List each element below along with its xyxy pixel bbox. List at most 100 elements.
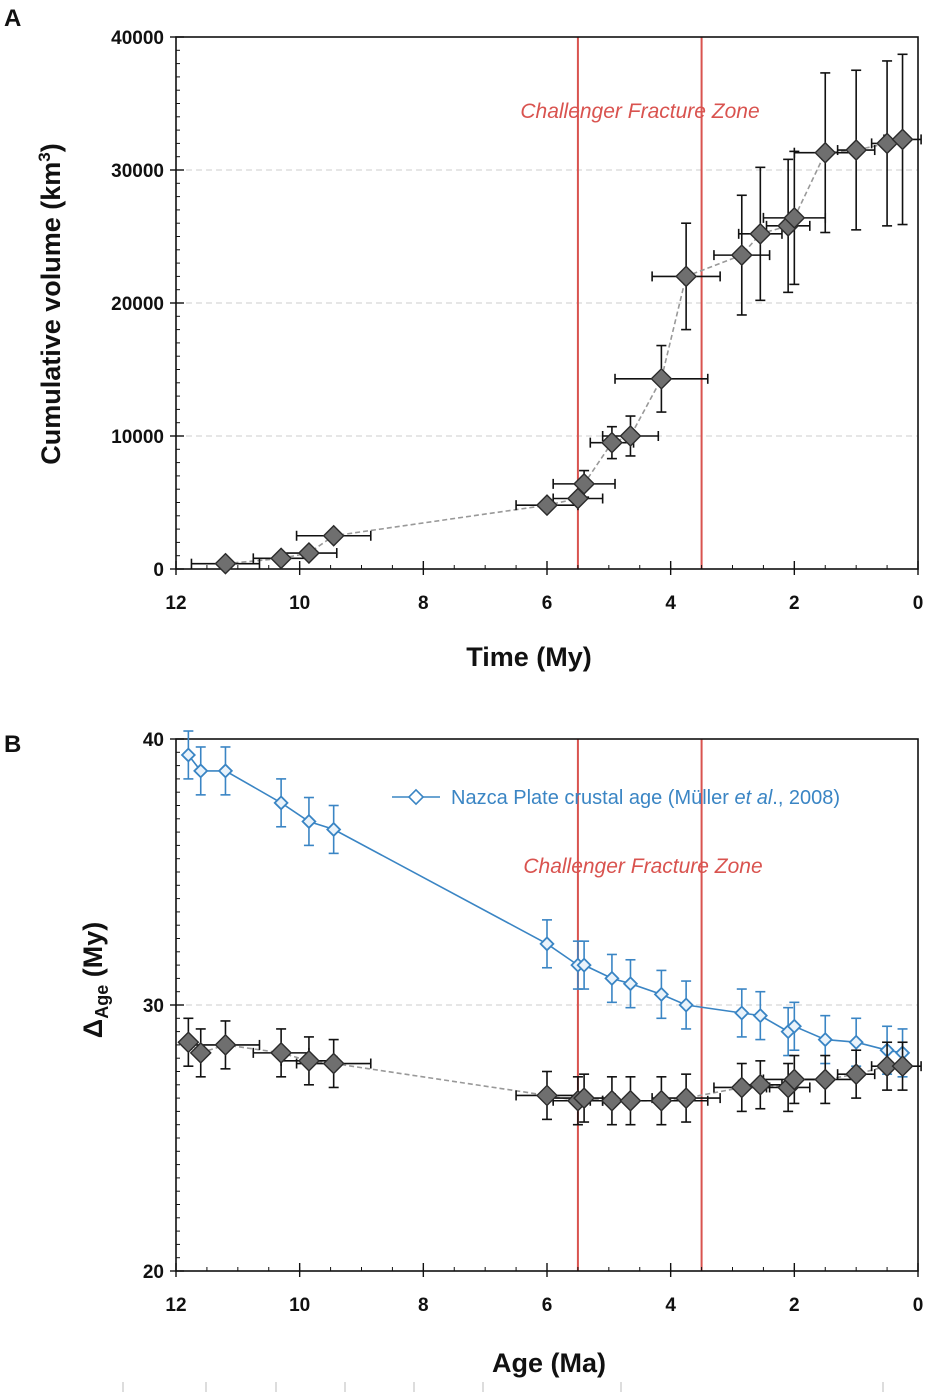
panel-b-data-point: [573, 1087, 596, 1110]
panel-b-y-axis-title: ΔAge (My): [78, 922, 112, 1038]
panel-a-data-point: [297, 542, 320, 565]
panel-b-data-point: [622, 976, 639, 992]
panel-b-y-tick-label: 30: [143, 996, 164, 1017]
panel-b-data-point: [675, 1087, 698, 1110]
panel-b-data-point: [273, 795, 289, 811]
panel-a-data-point: [600, 431, 623, 454]
panel-b-legend: Nazca Plate crustal age (Müller et al., …: [392, 787, 840, 809]
panel-a: 0 10000 20000 30000 40000 12 10 8 6 4 2 0 A Challeng…: [4, 5, 923, 672]
panel-a-y-axis-title: Cumulative volume (km3): [35, 143, 66, 465]
panel-a-data-point: [814, 141, 837, 164]
panel-a-data-point: [675, 265, 698, 288]
panel-a-series-line: [225, 138, 903, 565]
panel-a-data-point: [730, 244, 753, 267]
panel-a-data-point: [876, 132, 899, 155]
panel-b-data-point: [600, 1089, 623, 1112]
panel-b-x-axis-title: Age (Ma): [492, 1348, 606, 1378]
legend-label-before: Nazca Plate crustal age (Müller: [451, 787, 734, 809]
panel-b-data-point: [297, 1049, 320, 1072]
panel-b-data-point: [752, 1008, 768, 1024]
panel-a-letter: A: [4, 5, 21, 32]
panel-a-data-point: [619, 425, 642, 447]
panel-b-y-tick-label: 40: [143, 730, 164, 751]
panel-b-data-point: [189, 1041, 212, 1064]
panel-b-data-point: [848, 1034, 864, 1050]
panel-a-data-point: [891, 128, 914, 151]
panel-a-fracture-zone-label: Challenger Fracture Zone: [520, 100, 759, 123]
panel-a-data-point: [566, 487, 589, 510]
panel-a-data-point: [322, 524, 345, 547]
panel-a-data-point: [536, 494, 558, 517]
panel-a-data-point: [214, 552, 237, 575]
panel-b-data-point: [270, 1041, 293, 1064]
panel-b-data-point: [650, 1089, 673, 1112]
panel-b-data-point: [730, 1076, 753, 1099]
panel-b-x-tick-label: 2: [789, 1295, 800, 1316]
panel-b-data-point: [786, 1018, 802, 1034]
panel-b-data-point: [749, 1073, 772, 1096]
panel-b-letter: B: [4, 731, 21, 758]
panel-b-x-tick-label: 12: [165, 1295, 186, 1316]
bottom-dividers: [122, 1382, 884, 1392]
panel-a-data-point: [573, 472, 596, 495]
panel-b-data-point: [322, 1052, 345, 1075]
panel-a-data-point: [845, 139, 868, 162]
panel-b-y-tick-label: 20: [143, 1262, 164, 1283]
panel-a-y-axis-title-main: Cumulative volume (km: [36, 162, 66, 465]
panel-a-y-tick-label: 30000: [111, 161, 164, 182]
panel-a-x-tick-label: 0: [913, 593, 924, 614]
panel-b-data-point: [301, 813, 317, 830]
panel-b-data-point: [539, 936, 555, 952]
panel-a-x-tick-label: 12: [165, 593, 186, 614]
panel-b-y-axis-title-sub: Age: [92, 985, 112, 1019]
panel-b-x-tick-label: 4: [665, 1295, 676, 1316]
panel-a-plot-area: 0 10000 20000 30000 40000 12 10 8 6 4 2 0: [111, 28, 923, 614]
panel-b-x-tick-label: 8: [418, 1295, 429, 1316]
panel-a-data-point: [749, 222, 772, 245]
panel-b-data-point: [217, 763, 234, 779]
panel-b-data-point: [214, 1033, 237, 1056]
panel-b-y-axis-title-end: (My): [78, 922, 108, 985]
panel-b-data-point: [536, 1084, 558, 1107]
panel-b-series-0: [180, 730, 911, 1078]
panel-a-x-tick-label: 6: [542, 593, 553, 614]
panel-b-data-point: [678, 997, 694, 1013]
panel-b-data-point: [326, 821, 342, 838]
panel-b-data-point: [734, 1005, 750, 1021]
panel-a-x-tick-label: 4: [665, 593, 676, 614]
panel-b-data-point: [814, 1068, 837, 1091]
panel-b-data-point: [576, 957, 592, 973]
panel-a-x-tick-label: 2: [789, 593, 800, 614]
panel-b-fracture-zone-label: Challenger Fracture Zone: [523, 855, 762, 878]
legend-marker: [407, 788, 425, 806]
panel-a-y-axis-title-sup: 3: [35, 152, 54, 161]
panel-b-x-tick-label: 10: [289, 1295, 310, 1316]
legend-label: Nazca Plate crustal age (Müller et al., …: [451, 787, 840, 809]
panel-a-x-tick-label: 10: [289, 593, 310, 614]
panel-a-y-tick-label: 40000: [111, 28, 164, 49]
panel-b-series-1: [177, 1017, 922, 1126]
panel-a-x-tick-label: 8: [418, 593, 429, 614]
panel-a-x-axis-title: Time (My): [466, 642, 592, 672]
legend-label-after: ., 2008): [772, 787, 840, 809]
legend-label-italic: et al: [734, 787, 772, 809]
panel-a-data-point: [783, 206, 806, 229]
panel-b-data-point: [876, 1055, 899, 1078]
panel-a-y-tick-label: 0: [153, 560, 164, 581]
panel-b-data-point: [845, 1063, 868, 1086]
panel-a-y-axis-title-end: ): [36, 143, 66, 152]
panel-b-data-point: [177, 1031, 200, 1054]
panel-b-data-point: [891, 1055, 914, 1078]
panel-a-series-0: [190, 53, 922, 575]
panel-a-data-point: [650, 367, 673, 390]
panel-a-y-tick-label: 20000: [111, 294, 164, 315]
panel-a-y-tick-label: 10000: [111, 427, 164, 448]
panel-a-data-point: [270, 547, 293, 570]
panel-b-data-point: [783, 1068, 806, 1091]
panel-b-data-point: [193, 763, 209, 779]
panel-b-data-point: [817, 1031, 833, 1048]
panel-b-x-tick-label: 0: [913, 1295, 924, 1316]
